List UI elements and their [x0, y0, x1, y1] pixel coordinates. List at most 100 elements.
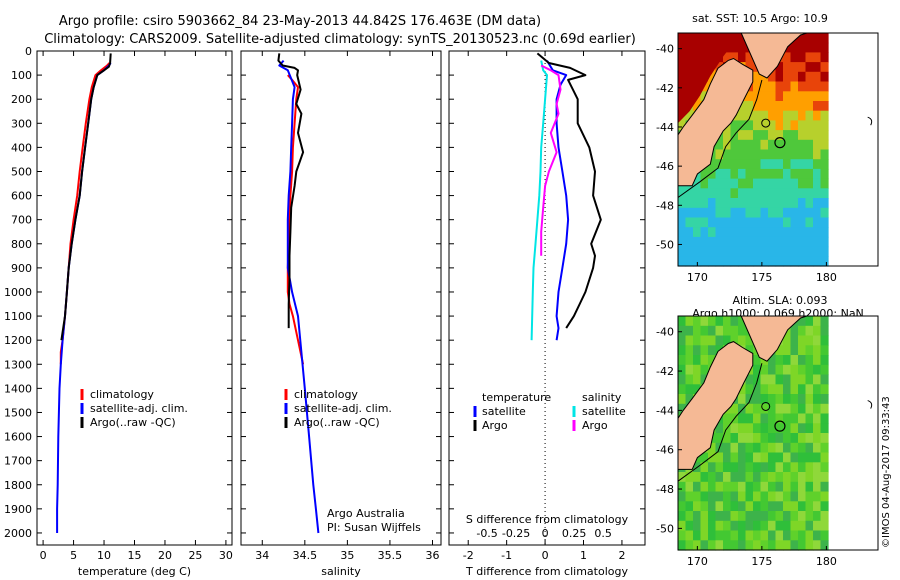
map-cell	[715, 246, 724, 257]
map-cell	[790, 452, 799, 463]
map-cell	[730, 52, 739, 63]
map-cell	[730, 491, 739, 502]
map-cell	[790, 481, 799, 493]
legend-label: satellite-adj. clim.	[294, 402, 392, 415]
map-cell	[820, 394, 829, 405]
map-cell	[678, 325, 687, 337]
map-cell	[768, 110, 777, 121]
y-tick-label: 1900	[4, 503, 32, 516]
map-cell	[738, 149, 747, 160]
map-cell	[783, 256, 792, 267]
argo-location-marker	[774, 420, 786, 432]
map-cell	[790, 256, 799, 267]
map-cell	[798, 491, 807, 502]
map-cell	[745, 130, 754, 141]
map-cell	[820, 501, 829, 512]
map-cell	[760, 472, 769, 483]
depth-contour	[677, 79, 763, 198]
map-cell	[813, 217, 822, 228]
map-cell	[730, 178, 739, 189]
map-cell	[685, 394, 694, 405]
y-tick-label: 1700	[4, 455, 32, 468]
y-tick-label: 1000	[4, 286, 32, 299]
map-cell	[745, 139, 754, 151]
map-cell	[685, 227, 694, 238]
map-cell	[678, 120, 687, 131]
x-tick-label: 20	[158, 549, 172, 562]
map-cell	[708, 178, 717, 189]
map-cell	[738, 168, 747, 180]
map-cell	[768, 481, 777, 493]
map-cell	[700, 178, 709, 189]
map-cell	[783, 207, 792, 219]
map-cell	[730, 472, 739, 483]
map-cell	[760, 501, 769, 512]
s-tick-label: -0.25	[502, 527, 530, 540]
map-cell	[753, 149, 762, 160]
map-cell	[760, 374, 769, 385]
map-cell	[768, 120, 777, 131]
map-cell	[738, 246, 747, 257]
map-cell	[805, 530, 814, 541]
map-cell	[760, 364, 769, 376]
map-cell	[775, 198, 784, 209]
map-cell	[760, 110, 769, 121]
map-cell	[738, 335, 747, 346]
legend-label: climatology	[294, 388, 358, 401]
map-cell	[700, 511, 709, 522]
map-cell	[738, 511, 747, 522]
map-cell	[783, 71, 792, 83]
map-cell	[753, 101, 762, 112]
map-cell	[753, 423, 762, 434]
map-cell	[813, 452, 822, 463]
map-cell	[700, 335, 709, 346]
map-cell	[708, 520, 717, 532]
map-cell	[813, 345, 822, 356]
map-cell	[783, 462, 792, 473]
map-cell	[813, 374, 822, 385]
map-cell	[685, 472, 694, 483]
series-line-argo-raw-qc-	[277, 53, 305, 329]
map-cell	[738, 452, 747, 463]
map-y-tick-label: -48	[656, 199, 674, 212]
map-cell	[798, 42, 807, 53]
map-cell	[798, 188, 807, 199]
map-cell	[700, 374, 709, 385]
map-cell	[790, 188, 799, 199]
map-cell	[783, 511, 792, 522]
map-cell	[790, 335, 799, 346]
map-cell	[715, 335, 724, 346]
map-cell	[708, 355, 717, 366]
s-axis-label: S difference from climatology	[466, 513, 629, 526]
map-cell	[790, 394, 799, 405]
map-cell	[693, 101, 702, 112]
map-cell	[775, 394, 784, 405]
map-cell	[715, 462, 724, 473]
map-cell	[730, 530, 739, 541]
map-cell	[820, 120, 829, 131]
map-cell	[790, 530, 799, 541]
map-cell	[798, 540, 807, 551]
map-cell	[805, 481, 814, 493]
map-cell	[693, 246, 702, 257]
map-cell	[813, 33, 822, 44]
map-cell	[790, 540, 799, 551]
map-cell	[708, 236, 717, 248]
map-cell	[820, 188, 829, 199]
map-cell	[798, 81, 807, 92]
map-cell	[760, 384, 769, 395]
map-cell	[708, 227, 717, 238]
map-cell	[775, 120, 784, 131]
map-cell	[715, 501, 724, 512]
map-cell	[693, 472, 702, 483]
map-cell	[790, 501, 799, 512]
map-cell	[768, 139, 777, 151]
map-cell	[783, 110, 792, 121]
x-tick-label: 34	[255, 549, 269, 562]
map-cell	[708, 325, 717, 337]
map-cell	[708, 71, 717, 83]
x-axis-label: T difference from climatology	[465, 565, 628, 578]
pi-label: PI: Susan Wijffels	[327, 521, 421, 534]
map-cell	[678, 540, 687, 551]
map-cell	[813, 355, 822, 366]
